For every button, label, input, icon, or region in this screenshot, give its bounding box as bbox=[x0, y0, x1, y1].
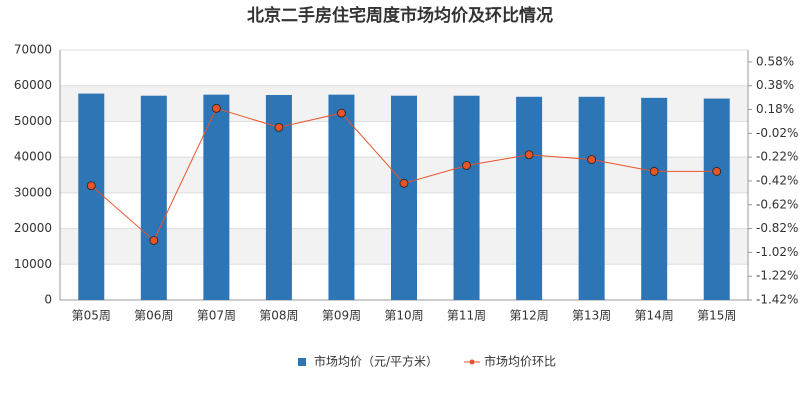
point bbox=[649, 167, 659, 176]
x-tick-label: 第14周 bbox=[635, 309, 674, 323]
y2-tick-label: -1.02% bbox=[756, 245, 798, 259]
y2-tick-label: -1.42% bbox=[756, 293, 798, 307]
y2-tick-label: 0.38% bbox=[756, 78, 794, 92]
y2-tick-label: -1.22% bbox=[756, 269, 798, 283]
y-tick-label: 30000 bbox=[14, 185, 52, 199]
point bbox=[587, 155, 597, 164]
y2-tick-label: -0.42% bbox=[756, 173, 798, 187]
bar bbox=[703, 98, 730, 300]
point bbox=[274, 122, 284, 132]
y-tick-label: 70000 bbox=[14, 43, 52, 57]
y2-tick-label: -0.22% bbox=[756, 150, 798, 164]
y2-tick-label: 0.18% bbox=[756, 102, 794, 116]
y2-tick-label: -0.62% bbox=[756, 197, 798, 211]
point bbox=[86, 181, 96, 191]
bar bbox=[516, 96, 543, 301]
x-tick-label: 第13周 bbox=[572, 309, 611, 323]
point bbox=[211, 103, 221, 113]
x-tick-label: 第12周 bbox=[509, 309, 548, 323]
bar bbox=[328, 94, 355, 301]
point bbox=[712, 167, 722, 176]
point bbox=[524, 150, 534, 160]
legend-swatch bbox=[298, 358, 306, 366]
x-tick-label: 第06周 bbox=[134, 309, 173, 323]
point bbox=[337, 108, 346, 118]
bar bbox=[453, 95, 480, 300]
y-tick-label: 40000 bbox=[14, 150, 52, 164]
y-tick-label: 0 bbox=[44, 293, 52, 307]
y-tick-label: 20000 bbox=[14, 221, 52, 235]
y2-tick-label: -0.82% bbox=[756, 221, 798, 235]
x-tick-label: 第07周 bbox=[197, 309, 236, 323]
x-tick-label: 第11周 bbox=[447, 309, 486, 323]
point bbox=[462, 161, 471, 170]
y-tick-label: 10000 bbox=[14, 257, 52, 271]
bar bbox=[391, 95, 417, 300]
y2-tick-label: -0.02% bbox=[756, 126, 798, 140]
bar bbox=[203, 94, 230, 301]
point bbox=[399, 178, 409, 188]
legend-label: 市场均价环比 bbox=[484, 354, 556, 369]
point bbox=[149, 236, 159, 245]
y-tick-label: 50000 bbox=[14, 114, 52, 128]
chart-title: 北京二手房住宅周度市场均价及环比情况 bbox=[247, 5, 553, 26]
x-tick-label: 第10周 bbox=[384, 309, 423, 323]
legend-label: 市场均价（元/平方米） bbox=[314, 354, 438, 369]
bar bbox=[78, 93, 105, 300]
legend-swatch bbox=[469, 359, 475, 365]
y2-tick-label: 0.58% bbox=[756, 54, 794, 68]
y-tick-label: 60000 bbox=[14, 78, 52, 92]
x-tick-label: 第15周 bbox=[697, 309, 736, 323]
bar bbox=[641, 97, 668, 300]
bar bbox=[140, 95, 167, 300]
x-tick-label: 第09周 bbox=[322, 309, 361, 323]
x-tick-label: 第05周 bbox=[72, 309, 111, 323]
x-tick-label: 第08周 bbox=[259, 309, 298, 323]
bar bbox=[578, 96, 605, 301]
